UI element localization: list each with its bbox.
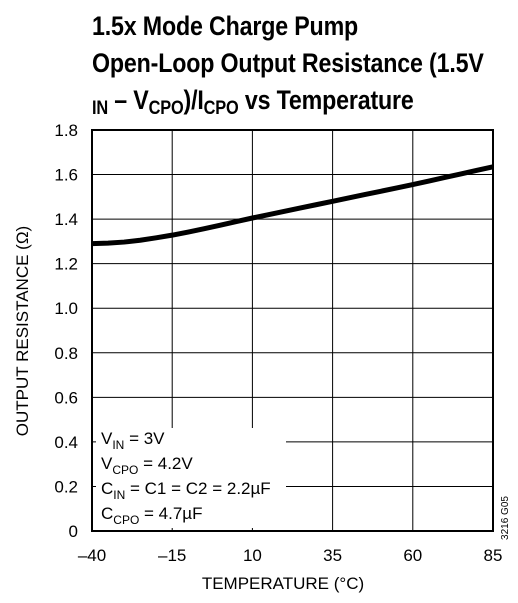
legend-v-cpo-value: = 4.2V: [138, 454, 193, 473]
y-tick-label: 1.0: [54, 299, 78, 318]
legend-v-in-sub: IN: [112, 438, 124, 452]
legend-v-in-symbol: V: [101, 429, 113, 448]
legend-c-in-value: = C1 = C2 = 2.2µF: [125, 479, 270, 498]
legend-c-cpo-symbol: C: [101, 504, 113, 523]
y-tick-labels: 0 0.2 0.4 0.6 0.8 1.0 1.2 1.4 1.6 1.8: [54, 121, 78, 541]
legend-c-cpo-value: = 4.7µF: [139, 504, 202, 523]
y-axis-label: OUTPUT RESISTANCE (Ω): [13, 226, 32, 436]
x-tick-labels: –40 –15 10 35 60 85: [78, 546, 503, 565]
x-tick-label: 60: [403, 546, 422, 565]
y-tick-label: 0.2: [54, 477, 78, 496]
legend-c-in-sub: IN: [113, 488, 125, 502]
y-tick-label: 1.2: [54, 255, 78, 274]
title-end: vs Temperature: [238, 85, 414, 115]
x-tick-label: 85: [484, 546, 503, 565]
title-sub-cpo: CPO: [148, 98, 184, 119]
y-tick-label: 0.4: [54, 433, 78, 452]
title-sub-in: IN: [92, 98, 109, 119]
legend-line-4: CCPO = 4.7µF: [101, 504, 202, 527]
legend-v-in-value: = 3V: [124, 429, 165, 448]
figure-code: 3216 G05: [500, 496, 511, 540]
title-mid: )/I: [183, 85, 204, 115]
legend-line-1: VIN = 3V: [101, 429, 165, 452]
x-tick-label: 35: [323, 546, 342, 565]
y-tick-label: 0: [69, 522, 78, 541]
y-tick-label: 1.4: [54, 210, 78, 229]
y-tick-label: 1.6: [54, 166, 78, 185]
title-line-1: 1.5x Mode Charge Pump: [92, 11, 359, 41]
legend-v-cpo-sub: CPO: [112, 463, 138, 477]
legend-c-cpo-sub: CPO: [113, 513, 139, 527]
y-tick-label: 1.8: [54, 121, 78, 140]
y-tick-label: 0.8: [54, 344, 78, 363]
x-tick-label: –15: [158, 546, 186, 565]
title-line-3: IN – VCPO)/ICPO vs Temperature: [92, 82, 458, 127]
legend-line-3: CIN = C1 = C2 = 2.2µF: [101, 479, 271, 502]
series-line: [91, 164, 494, 247]
chart-title: 1.5x Mode Charge Pump Open-Loop Output R…: [92, 8, 484, 127]
y-tick-label: 0.6: [54, 388, 78, 407]
legend-backdrop: [96, 428, 286, 528]
x-tick-label: 10: [243, 546, 262, 565]
plot-frame: [91, 129, 494, 532]
x-tick-label: –40: [78, 546, 106, 565]
x-axis-label: TEMPERATURE (°C): [202, 574, 364, 593]
title-dash-v: – V: [108, 85, 149, 115]
legend-line-2: VCPO = 4.2V: [101, 454, 193, 477]
legend-v-cpo-symbol: V: [101, 454, 113, 473]
legend-c-in-symbol: C: [101, 479, 113, 498]
title-line-2: Open-Loop Output Resistance (1.5V: [92, 48, 484, 78]
title-sub-cpo-2: CPO: [203, 98, 239, 119]
